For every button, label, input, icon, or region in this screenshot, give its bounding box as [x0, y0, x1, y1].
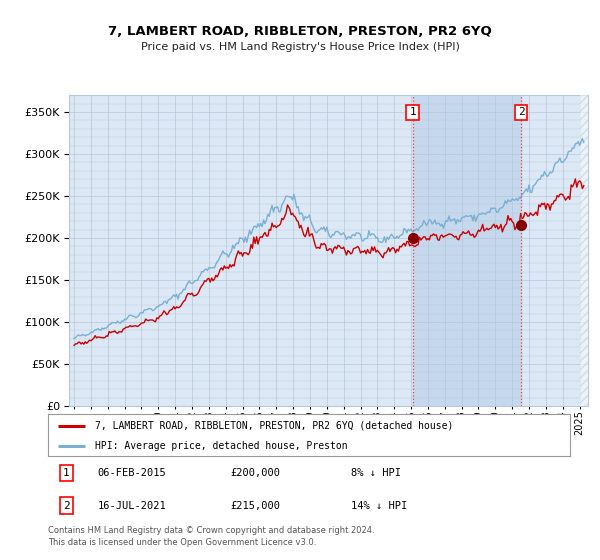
Text: 06-FEB-2015: 06-FEB-2015	[98, 468, 166, 478]
Text: Contains HM Land Registry data © Crown copyright and database right 2024.
This d: Contains HM Land Registry data © Crown c…	[48, 526, 374, 547]
Text: 16-JUL-2021: 16-JUL-2021	[98, 501, 166, 511]
Text: £215,000: £215,000	[230, 501, 281, 511]
Text: Price paid vs. HM Land Registry's House Price Index (HPI): Price paid vs. HM Land Registry's House …	[140, 42, 460, 52]
Text: 7, LAMBERT ROAD, RIBBLETON, PRESTON, PR2 6YQ: 7, LAMBERT ROAD, RIBBLETON, PRESTON, PR2…	[108, 25, 492, 38]
Text: 2: 2	[518, 108, 524, 117]
Text: 14% ↓ HPI: 14% ↓ HPI	[351, 501, 407, 511]
Text: 1: 1	[63, 468, 70, 478]
Text: £200,000: £200,000	[230, 468, 281, 478]
Text: 8% ↓ HPI: 8% ↓ HPI	[351, 468, 401, 478]
Text: HPI: Average price, detached house, Preston: HPI: Average price, detached house, Pres…	[95, 441, 347, 451]
Bar	[413, 95, 521, 406]
Text: 1: 1	[409, 108, 416, 117]
Text: 2: 2	[63, 501, 70, 511]
Text: 7, LAMBERT ROAD, RIBBLETON, PRESTON, PR2 6YQ (detached house): 7, LAMBERT ROAD, RIBBLETON, PRESTON, PR2…	[95, 421, 454, 431]
